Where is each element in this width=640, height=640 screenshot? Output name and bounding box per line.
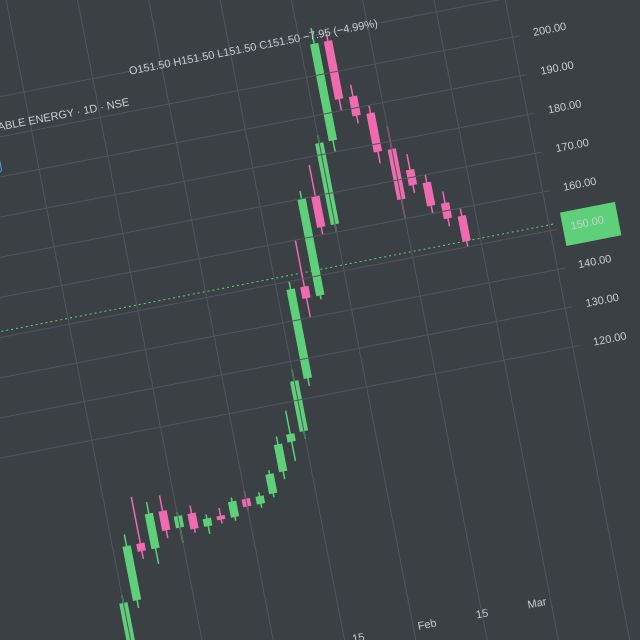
price-tag [559,201,622,246]
candle-wick [459,207,469,247]
grid-line [0,306,573,438]
grid-line-vertical [63,0,233,640]
candle-wick [218,507,223,524]
candle-wick [284,410,297,462]
candle-wick [158,495,169,539]
price-line [0,223,557,354]
candle-wick [424,174,434,214]
grid-line [0,0,513,128]
candle-wick [299,190,322,300]
grid-line [0,267,565,399]
grid-line-vertical [407,0,577,640]
grid-line [0,228,558,360]
candle-wick [258,492,263,508]
candle-wick [288,281,311,387]
x-tick-label: Mar [527,596,548,611]
candle-wick [145,501,160,565]
grid-line-vertical [201,0,371,640]
candle-wick [130,496,145,559]
grid-line [0,190,550,321]
candle-wick [368,105,381,164]
candle-wick [310,28,336,153]
grid-line [0,151,543,283]
grid-line-vertical [132,0,302,640]
grid-line-vertical [0,0,164,640]
candle-wick [205,514,211,535]
grid-line-vertical [269,0,439,640]
candle-wick [230,497,237,521]
candle-wick [441,191,451,227]
grid-line [0,35,520,167]
candle-wick [267,470,275,498]
candle-wick [275,436,286,480]
grid-line-vertical [338,0,508,640]
candle-wick [349,84,359,124]
grid-line [0,74,528,205]
candle-wick [189,505,197,533]
candle-wick [406,153,416,193]
x-tick-label: 15 [351,631,365,640]
candle-wick [123,534,140,609]
grid-line [0,112,535,244]
grid-line-vertical [475,0,640,640]
grid-line [0,345,580,476]
candle-wick [308,164,324,235]
x-tick-label: Feb [417,617,438,632]
